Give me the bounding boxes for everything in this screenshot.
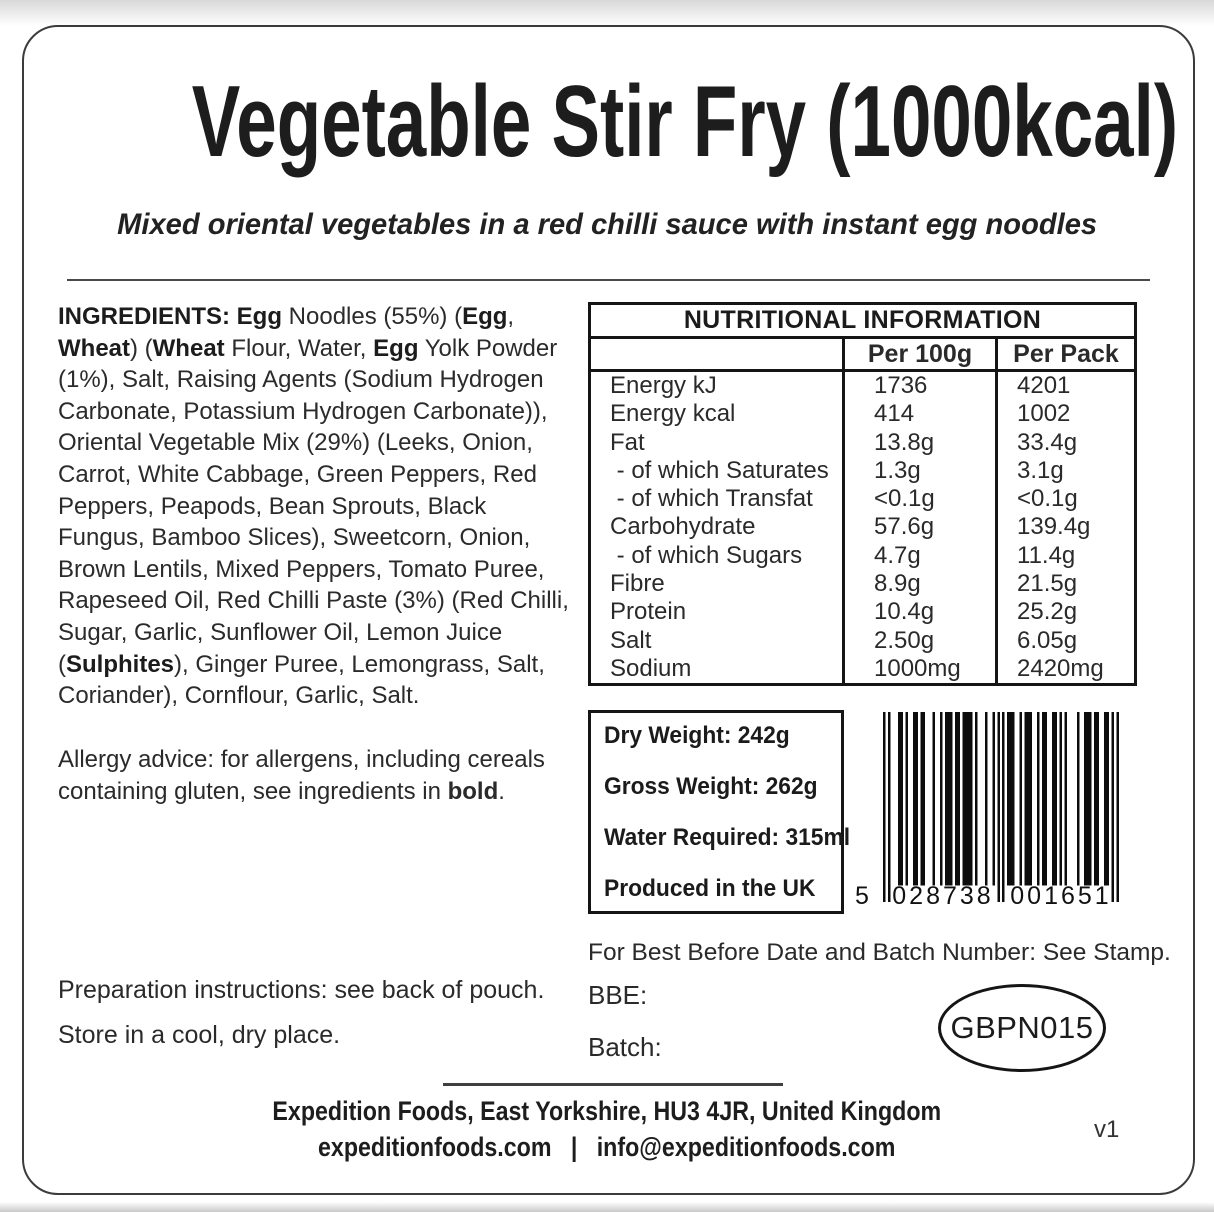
nutrient-label: Carbohydrate — [591, 513, 845, 542]
nutrient-label: Energy kJ — [591, 372, 845, 401]
water-required: Water Required: 315ml — [604, 824, 851, 851]
nutrition-header-per100g: Per 100g — [845, 339, 998, 369]
company-contact: expeditionfoods.com | info@expeditionfoo… — [318, 1132, 896, 1162]
bottom-shade — [0, 1202, 1214, 1212]
produced-in: Produced in the UK — [604, 875, 816, 902]
best-before-note: For Best Before Date and Batch Number: S… — [588, 939, 1171, 966]
nutrition-table-body: Energy kJ 1736 4201 Energy kcal 414 1002… — [591, 372, 1134, 684]
factory-stamp: GBPN015 — [938, 984, 1106, 1072]
nutrient-perpack: 21.5g — [1017, 570, 1078, 598]
ingredients-paragraph: INGREDIENTS: Egg Noodles (55%) (Egg, Whea… — [58, 303, 569, 710]
ean13-barcode: 5 028738 001651 — [855, 712, 1140, 912]
nutrient-per100g: <0.1g — [845, 485, 998, 514]
batch-label: Batch: — [588, 1032, 662, 1062]
nutrient-perpack: 25.2g — [1017, 598, 1078, 626]
nutrient-label: - of which Saturates — [591, 456, 845, 486]
nutrient-label: Protein — [591, 598, 845, 627]
dry-weight: Dry Weight: 242g — [604, 722, 790, 749]
nutrient-label: Energy kcal — [591, 400, 845, 429]
bbe-label: BBE: — [588, 980, 648, 1010]
nutrient-per100g: 10.4g — [845, 598, 998, 627]
nutrient-label: - of which Transfat — [591, 485, 845, 514]
header-divider — [67, 279, 1150, 281]
nutrition-table-header-row: Per 100g Per Pack — [591, 339, 1134, 372]
nutrient-label: Sodium — [591, 654, 845, 684]
product-subtitle-text: Mixed oriental vegetables in a red chill… — [117, 208, 1097, 241]
nutrient-per100g: 13.8g — [845, 428, 998, 457]
barcode-group1: 028738 — [892, 882, 994, 910]
nutrient-perpack: 1002 — [1017, 400, 1071, 428]
nutrition-table-title: NUTRITIONAL INFORMATION — [591, 305, 1134, 339]
nutrient-perpack: 3.1g — [1017, 456, 1064, 484]
nutrition-header-perpack: Per Pack — [1013, 339, 1119, 368]
nutrient-per100g: 1736 — [845, 372, 998, 401]
product-title-text: Vegetable Stir Fry (1000kcal) — [191, 66, 1179, 178]
barcode-leading-digit: 5 — [855, 882, 869, 910]
product-subtitle: Mixed oriental vegetables in a red chill… — [0, 208, 1214, 242]
gross-weight: Gross Weight: 262g — [604, 773, 818, 800]
nutrient-per100g: 2.50g — [845, 626, 998, 655]
nutrient-per100g: 414 — [845, 400, 998, 429]
barcode-group2: 001651 — [1010, 882, 1112, 910]
nutrient-label: Fat — [591, 428, 845, 457]
allergy-advice: Allergy advice: for allergens, including… — [58, 746, 545, 805]
nutrient-perpack: 2420mg — [1017, 654, 1104, 682]
label-version: v1 — [1094, 1116, 1120, 1143]
nutrient-label: Salt — [591, 626, 845, 655]
nutrient-per100g: 1000mg — [845, 654, 998, 684]
product-title: Vegetable Stir Fry (1000kcal) — [0, 66, 1214, 178]
nutrition-table: NUTRITIONAL INFORMATION Per 100g Per Pac… — [588, 302, 1137, 687]
nutrient-per100g: 8.9g — [845, 570, 998, 599]
nutrient-perpack: 33.4g — [1017, 428, 1078, 456]
nutrient-perpack: 4201 — [1017, 372, 1071, 399]
nutrient-perpack: <0.1g — [1017, 485, 1078, 513]
footer-divider — [443, 1083, 783, 1086]
top-shade — [0, 0, 1214, 26]
nutrient-per100g: 1.3g — [845, 456, 998, 486]
storage-instructions: Store in a cool, dry place. — [58, 1021, 341, 1049]
weights-box: Dry Weight: 242g Gross Weight: 262g Wate… — [588, 710, 851, 914]
nutrient-per100g: 57.6g — [845, 513, 998, 542]
nutrient-per100g: 4.7g — [845, 541, 998, 571]
company-address: Expedition Foods, East Yorkshire, HU3 4J… — [272, 1096, 942, 1126]
nutrient-perpack: 11.4g — [1017, 541, 1076, 569]
nutrient-perpack: 6.05g — [1017, 626, 1078, 654]
nutrient-label: Fibre — [591, 570, 845, 599]
barcode-bars — [883, 712, 1119, 902]
nutrient-perpack: 139.4g — [1017, 513, 1091, 541]
preparation-instructions: Preparation instructions: see back of po… — [58, 976, 545, 1004]
nutrient-label: - of which Sugars — [591, 541, 845, 571]
nutrition-header-empty-cell — [591, 339, 845, 369]
